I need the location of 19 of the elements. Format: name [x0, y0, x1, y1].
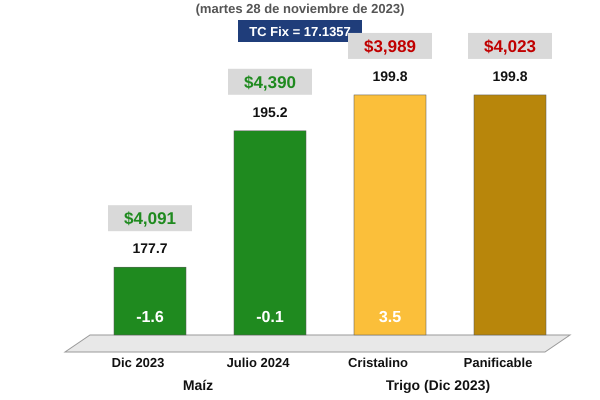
- annotation: -0.1: [256, 309, 284, 326]
- data-label: 177.7: [132, 240, 168, 256]
- x-tick-label: Dic 2023: [112, 355, 164, 370]
- data-label: 199.8: [372, 68, 408, 84]
- annotation: 3.5: [378, 309, 402, 326]
- data-label: 199.8: [492, 68, 528, 84]
- x-tick-label: Panificable: [464, 355, 532, 370]
- annotation: $4,390: [244, 72, 296, 92]
- text: Maíz: [182, 377, 214, 393]
- annotation: $4,091: [124, 209, 176, 228]
- data-label: 195.2: [252, 104, 288, 120]
- annotation: -1.6: [136, 309, 164, 326]
- x-tick-label: Julio 2024: [226, 355, 290, 370]
- text: $3,989: [364, 36, 416, 56]
- text: Trigo (Dic 2023): [386, 377, 490, 393]
- text: TC Fix = 17.1357: [249, 24, 351, 39]
- x-tick-label: Cristalino: [348, 355, 408, 370]
- chart-subtitle: (martes 28 de noviembre de 2023): [196, 1, 404, 16]
- text: $4,023: [484, 36, 536, 56]
